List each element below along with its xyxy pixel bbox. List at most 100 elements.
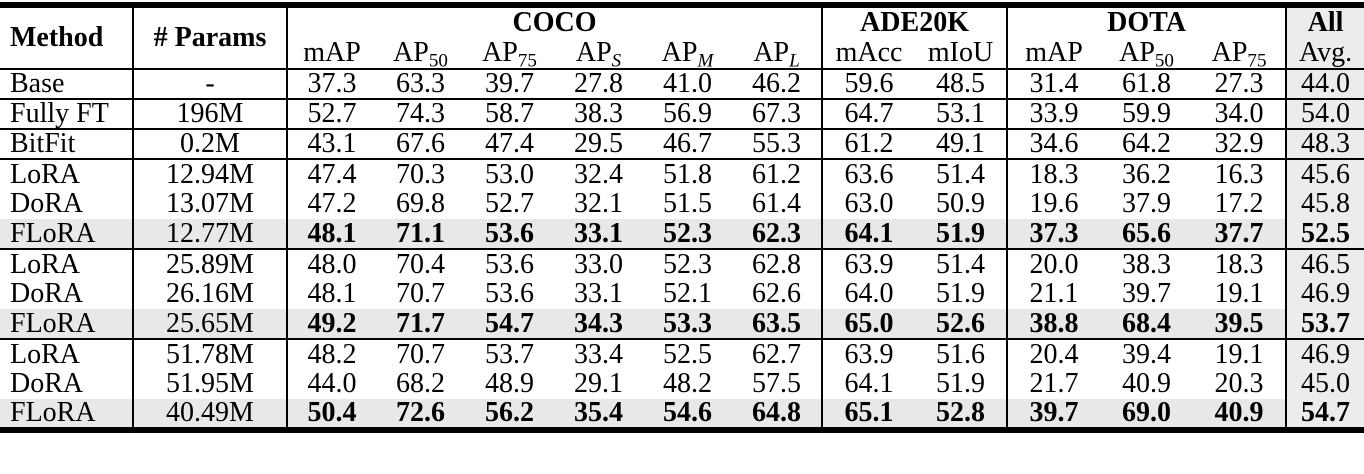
value-cell: 48.3: [1286, 128, 1364, 159]
params-column-header: # Params: [133, 5, 288, 69]
value-cell: 52.3: [663, 219, 712, 249]
column-label: AP: [753, 37, 790, 68]
value-cell: 18.3: [1193, 248, 1288, 279]
table-header: Method # Params COCO ADE20K DOTA All mAP…: [0, 5, 1364, 69]
value-cell: 41.0: [663, 69, 712, 99]
column-label: AP: [1211, 37, 1248, 68]
params-cell: 26.16M: [133, 279, 288, 309]
value-cell: 36.2: [1100, 158, 1194, 189]
value-cell: 67.3: [732, 98, 824, 129]
value-cell: 64.8: [732, 399, 824, 430]
params-cell: 13.07M: [133, 189, 288, 219]
column-label: mAP: [303, 37, 361, 68]
value-cell: 32.4: [554, 158, 643, 189]
value-cell: 33.0: [554, 248, 643, 279]
value-cell: 50.4: [307, 399, 357, 428]
value-cell: 70.3: [376, 158, 465, 189]
value-cell: 51.9: [915, 219, 1009, 249]
column-header-macc: mAcc: [822, 37, 915, 69]
value-cell: 70.7: [396, 279, 445, 309]
value-cell: 69.0: [1122, 399, 1172, 428]
method-cell: FLoRA: [0, 309, 134, 339]
value-cell: 32.1: [574, 189, 623, 219]
results-table: Method # Params COCO ADE20K DOTA All mAP…: [0, 2, 1364, 433]
value-cell: 57.5: [732, 369, 824, 399]
value-cell: 53.7: [465, 338, 554, 369]
value-cell: 63.9: [822, 248, 916, 279]
method-cell: BitFit: [0, 128, 134, 159]
method-cell: DoRA: [0, 189, 134, 219]
value-cell: 33.1: [574, 279, 623, 309]
column-header-aps: APS: [554, 37, 643, 69]
value-cell: 18.3: [1007, 158, 1101, 189]
table-row: FLoRA 25.65M 49.2 71.7 54.7 34.3 53.3 63.5 65.0 5…: [0, 309, 1364, 339]
value-cell: 68.4: [1122, 309, 1172, 339]
value-cell: 16.3: [1193, 158, 1288, 189]
value-cell: 20.3: [1193, 369, 1288, 399]
value-cell: 61.2: [822, 128, 916, 159]
value-cell: 53.7: [1286, 309, 1364, 339]
group-header-ade20k: ADE20K: [822, 5, 1009, 37]
value-cell: 44.0: [1286, 69, 1364, 99]
value-cell: 34.6: [1007, 128, 1101, 159]
value-cell: 63.6: [822, 158, 916, 189]
value-cell: 39.7: [1122, 279, 1172, 309]
value-cell: 37.3: [307, 69, 357, 99]
value-cell: 52.7: [287, 98, 376, 129]
method-cell: Fully FT: [0, 98, 134, 129]
value-cell: 63.3: [396, 69, 445, 99]
value-cell: 59.9: [1100, 98, 1194, 129]
table-row: FLoRA 40.49M 50.4 72.6 56.2 35.4 54.6 64.8 65.1 5…: [0, 399, 1364, 430]
value-cell: 61.2: [732, 158, 824, 189]
value-cell: 55.3: [732, 128, 824, 159]
value-cell: 64.0: [844, 279, 894, 309]
table-row: DoRA 13.07M 47.2 69.8 52.7 32.1 51.5 61.4 63.0 50…: [0, 189, 1364, 219]
column-header-miou: mIoU: [915, 37, 1009, 69]
params-cell: 25.65M: [133, 309, 288, 339]
value-cell: 33.9: [1007, 98, 1101, 129]
group-header-all: All: [1286, 5, 1364, 37]
value-cell: 29.5: [554, 128, 643, 159]
column-label: mAP: [1025, 37, 1083, 68]
value-cell: 54.7: [1286, 399, 1364, 430]
value-cell: 64.1: [844, 369, 894, 399]
table-row: Fully FT 196M 52.7 74.3 58.7 38.3 56.9 67.3 64.7…: [0, 98, 1364, 129]
column-label: Avg.: [1298, 37, 1353, 68]
column-header-map: mAP: [287, 37, 376, 69]
value-cell: 69.8: [396, 189, 445, 219]
value-cell: 46.2: [732, 69, 824, 99]
value-cell: 37.9: [1122, 189, 1172, 219]
value-cell: 37.3: [1029, 219, 1079, 249]
value-cell: 33.4: [554, 338, 643, 369]
value-cell: 65.1: [844, 399, 894, 428]
value-cell: 64.7: [822, 98, 916, 129]
value-cell: 64.1: [844, 219, 894, 249]
value-cell: 52.6: [915, 309, 1009, 339]
value-cell: 38.8: [1029, 309, 1079, 339]
column-header-map: mAP: [1007, 37, 1100, 69]
value-cell: 63.5: [732, 309, 824, 339]
value-cell: 44.0: [307, 369, 357, 399]
value-cell: 53.6: [485, 219, 534, 249]
value-cell: 35.4: [574, 399, 623, 428]
value-cell: 62.6: [732, 279, 824, 309]
value-cell: 53.1: [915, 98, 1009, 129]
value-cell: 19.1: [1193, 338, 1288, 369]
value-cell: 71.1: [396, 219, 445, 249]
value-cell: 46.5: [1286, 248, 1364, 279]
method-cell: FLoRA: [0, 219, 134, 249]
table-row: Base -37.3 63.3 39.7 27.8 41.0 46.2 59.6 48.5 31.…: [0, 69, 1364, 99]
table-row: DoRA 26.16M 48.1 70.7 53.6 33.1 52.1 62.6 64.0 51…: [0, 279, 1364, 309]
value-cell: 53.3: [663, 309, 712, 339]
value-cell: 52.5: [643, 338, 732, 369]
value-cell: 45.0: [1286, 369, 1364, 399]
value-cell: 48.5: [915, 69, 1009, 99]
value-cell: 51.6: [915, 338, 1009, 369]
value-cell: 52.8: [915, 399, 1009, 430]
value-cell: 52.7: [485, 189, 534, 219]
subheader-row: mAP AP50 AP75 APS APM APL mAcc mIoU mAP AP50 AP75 A…: [0, 37, 1364, 69]
column-label-subscript: 75: [1247, 49, 1267, 69]
value-cell: 48.9: [485, 369, 534, 399]
column-label-subscript: 50: [428, 49, 448, 69]
column-header-apm: APM: [643, 37, 732, 69]
